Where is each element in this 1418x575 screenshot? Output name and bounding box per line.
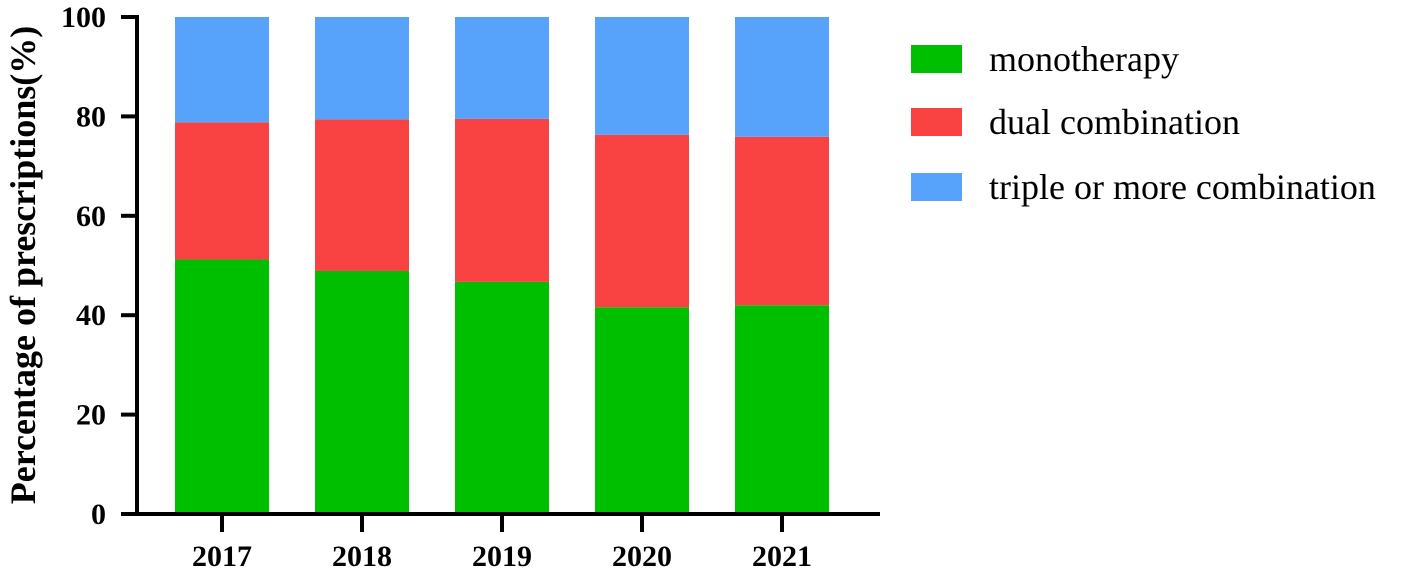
y-axis: 0 20 40 60 80 100 <box>61 1 139 531</box>
legend-label-1: dual combination <box>989 102 1240 142</box>
legend: monotherapy dual combination triple or mor… <box>911 39 1376 207</box>
x-tick-label-2019: 2019 <box>472 540 532 573</box>
bar-2020-series-0 <box>595 307 689 514</box>
bar-2017-series-1 <box>175 122 269 260</box>
y-axis-title: Percentage of prescriptions(%) <box>3 26 43 505</box>
bar-2018-series-0 <box>315 270 409 514</box>
y-tick-label-0: 0 <box>91 498 106 531</box>
y-tick-label-100: 100 <box>61 1 106 34</box>
y-tick-label-60: 60 <box>76 200 106 233</box>
x-axis: 2017 2018 2019 2020 2021 <box>135 512 880 573</box>
bars-group <box>175 17 829 514</box>
y-tick-label-80: 80 <box>76 100 106 133</box>
x-tick-label-2018: 2018 <box>332 540 392 573</box>
bar-2020-series-2 <box>595 17 689 135</box>
x-tick-label-2017: 2017 <box>192 540 252 573</box>
legend-label-0: monotherapy <box>989 39 1179 79</box>
bar-2019-series-2 <box>455 17 549 119</box>
bar-2021-series-1 <box>735 136 829 306</box>
legend-swatch-1 <box>911 108 962 136</box>
bar-2018-series-1 <box>315 119 409 271</box>
bar-2019-series-0 <box>455 281 549 514</box>
bar-2021-series-2 <box>735 17 829 137</box>
bar-2021-series-0 <box>735 305 829 514</box>
y-tick-label-40: 40 <box>76 299 106 332</box>
bar-2020-series-1 <box>595 134 689 308</box>
bar-2018-series-2 <box>315 17 409 120</box>
bar-2017-series-2 <box>175 17 269 123</box>
legend-swatch-2 <box>911 173 962 201</box>
bar-2017-series-0 <box>175 259 269 514</box>
y-tick-label-20: 20 <box>76 399 106 432</box>
x-tick-label-2021: 2021 <box>752 540 812 573</box>
legend-swatch-0 <box>911 45 962 73</box>
x-tick-label-2020: 2020 <box>612 540 672 573</box>
legend-label-2: triple or more combination <box>989 167 1376 207</box>
bar-2019-series-1 <box>455 118 549 282</box>
